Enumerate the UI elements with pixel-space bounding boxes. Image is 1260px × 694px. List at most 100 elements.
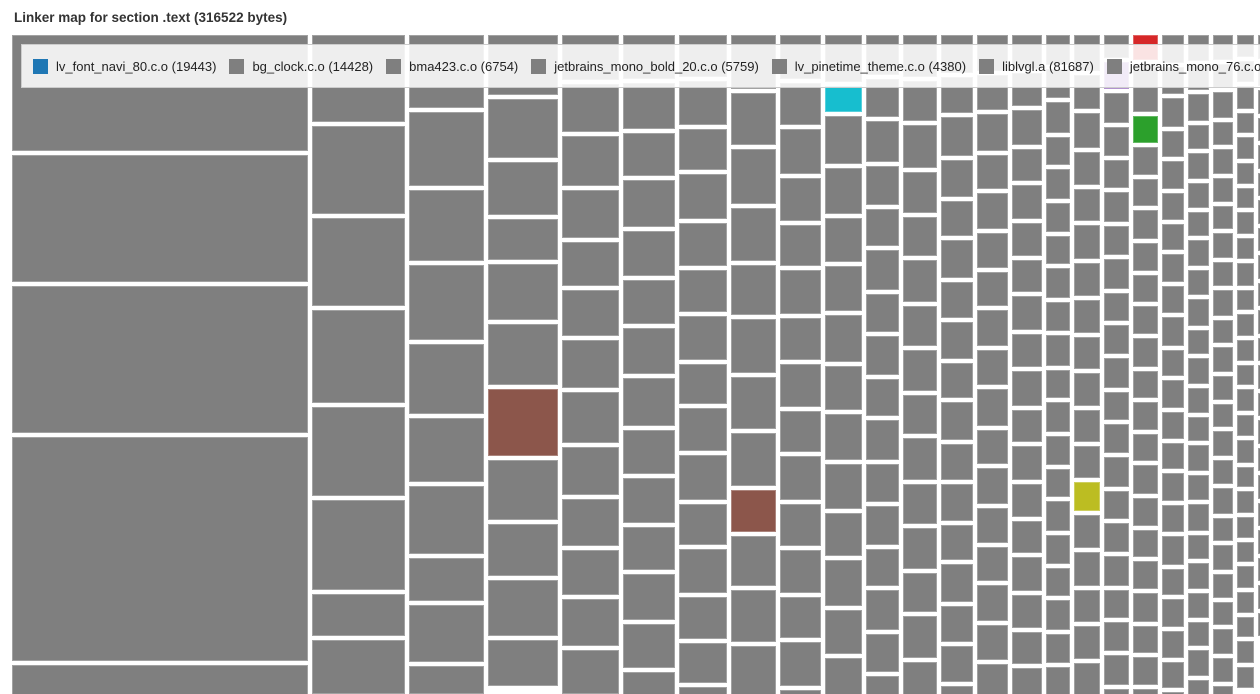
treemap-cell[interactable] [1162, 161, 1184, 189]
treemap-cell[interactable] [1213, 574, 1233, 598]
treemap-cell[interactable] [780, 642, 821, 686]
treemap-cell[interactable] [780, 129, 821, 174]
treemap-cell[interactable] [1237, 188, 1254, 208]
treemap-cell[interactable] [1213, 518, 1233, 541]
treemap-cell[interactable] [1133, 402, 1158, 430]
treemap-cell[interactable] [780, 225, 821, 266]
treemap-cell[interactable] [941, 444, 973, 480]
treemap-cell[interactable] [562, 84, 619, 132]
treemap-cell[interactable] [679, 408, 727, 451]
treemap-cell[interactable] [623, 328, 675, 374]
treemap-cell[interactable] [941, 402, 973, 440]
treemap-cell[interactable] [731, 265, 776, 315]
treemap-cell[interactable] [1074, 373, 1100, 406]
treemap-cell[interactable] [866, 634, 899, 672]
treemap-cell[interactable] [1213, 233, 1233, 258]
treemap-cell[interactable] [903, 306, 937, 346]
treemap-cell[interactable] [1237, 641, 1254, 663]
treemap-cell[interactable] [1012, 668, 1042, 694]
treemap-cell[interactable] [731, 433, 776, 486]
treemap-cell[interactable] [731, 208, 776, 261]
treemap-cell[interactable] [1188, 358, 1209, 384]
treemap-cell[interactable] [1012, 110, 1042, 145]
treemap-cell[interactable] [866, 676, 899, 694]
treemap-cell[interactable] [679, 270, 727, 312]
treemap-cell[interactable] [679, 223, 727, 266]
treemap-cell[interactable] [1237, 86, 1254, 109]
treemap-cell[interactable] [1188, 330, 1209, 354]
treemap-cell[interactable] [977, 468, 1008, 504]
treemap-cell[interactable] [488, 524, 558, 576]
treemap-cell[interactable] [562, 136, 619, 186]
treemap-cell[interactable] [1258, 255, 1260, 279]
treemap-cell[interactable] [866, 590, 899, 630]
treemap-cell[interactable] [488, 264, 558, 320]
treemap-cell[interactable] [1046, 667, 1070, 694]
treemap-cell[interactable] [1104, 325, 1129, 354]
treemap-cell[interactable] [1237, 491, 1254, 513]
treemap-cell[interactable] [1074, 663, 1100, 694]
treemap-cell[interactable] [731, 377, 776, 429]
treemap-cell[interactable] [903, 484, 937, 524]
treemap-cell[interactable] [1046, 203, 1070, 232]
treemap-cell[interactable] [941, 282, 973, 318]
treemap-cell[interactable] [1104, 358, 1129, 388]
treemap-cell[interactable] [903, 528, 937, 569]
treemap-cell[interactable] [1213, 460, 1233, 484]
treemap-cell[interactable] [1074, 482, 1100, 511]
treemap-cell[interactable] [1258, 118, 1260, 141]
treemap-cell[interactable] [977, 625, 1008, 660]
treemap-cell[interactable] [1188, 650, 1209, 676]
treemap-cell[interactable] [1188, 240, 1209, 266]
treemap-cell[interactable] [312, 640, 405, 694]
treemap-cell[interactable] [1258, 558, 1260, 581]
treemap-cell[interactable] [1162, 317, 1184, 346]
treemap-cell[interactable] [1237, 137, 1254, 159]
treemap-cell[interactable] [1188, 94, 1209, 121]
treemap-cell[interactable] [1213, 488, 1233, 514]
treemap-cell[interactable] [941, 117, 973, 156]
treemap-cell[interactable] [977, 310, 1008, 346]
treemap-cell[interactable] [1188, 535, 1209, 559]
treemap-cell[interactable] [623, 280, 675, 324]
treemap-cell[interactable] [903, 172, 937, 213]
treemap-cell[interactable] [1133, 179, 1158, 206]
treemap-cell[interactable] [731, 93, 776, 145]
treemap-cell[interactable] [1258, 228, 1260, 251]
treemap-cell[interactable] [1012, 371, 1042, 406]
treemap-cell[interactable] [1104, 259, 1129, 289]
treemap-cell[interactable] [1074, 410, 1100, 442]
treemap-cell[interactable] [1258, 475, 1260, 499]
treemap-cell[interactable] [409, 112, 484, 186]
treemap-cell[interactable] [409, 605, 484, 662]
treemap-cell[interactable] [409, 486, 484, 554]
treemap-cell[interactable] [866, 294, 899, 332]
treemap-cell[interactable] [903, 438, 937, 480]
treemap-cell[interactable] [1213, 629, 1233, 654]
treemap-cell[interactable] [1162, 505, 1184, 532]
treemap-cell[interactable] [1104, 160, 1129, 188]
treemap-cell[interactable] [1237, 566, 1254, 588]
treemap-cell[interactable] [977, 350, 1008, 385]
treemap-cell[interactable] [1213, 347, 1233, 372]
treemap-cell[interactable] [1046, 268, 1070, 298]
treemap-cell[interactable] [1104, 556, 1129, 586]
treemap-cell[interactable] [562, 190, 619, 238]
treemap-cell[interactable] [1012, 557, 1042, 591]
treemap-cell[interactable] [1188, 388, 1209, 413]
treemap-cell[interactable] [1162, 380, 1184, 408]
treemap-cell[interactable] [12, 155, 308, 282]
treemap-cell[interactable] [1074, 552, 1100, 586]
treemap-cell[interactable] [1133, 465, 1158, 494]
treemap-cell[interactable] [679, 129, 727, 170]
treemap-cell[interactable] [731, 319, 776, 373]
treemap-cell[interactable] [1012, 484, 1042, 517]
treemap-cell[interactable] [866, 121, 899, 162]
treemap-cell[interactable] [1104, 226, 1129, 255]
treemap-cell[interactable] [1162, 224, 1184, 250]
treemap-cell[interactable] [1104, 622, 1129, 651]
treemap-cell[interactable] [1258, 613, 1260, 636]
treemap-cell[interactable] [623, 624, 675, 668]
treemap-cell[interactable] [409, 558, 484, 601]
treemap-cell[interactable] [12, 437, 308, 661]
